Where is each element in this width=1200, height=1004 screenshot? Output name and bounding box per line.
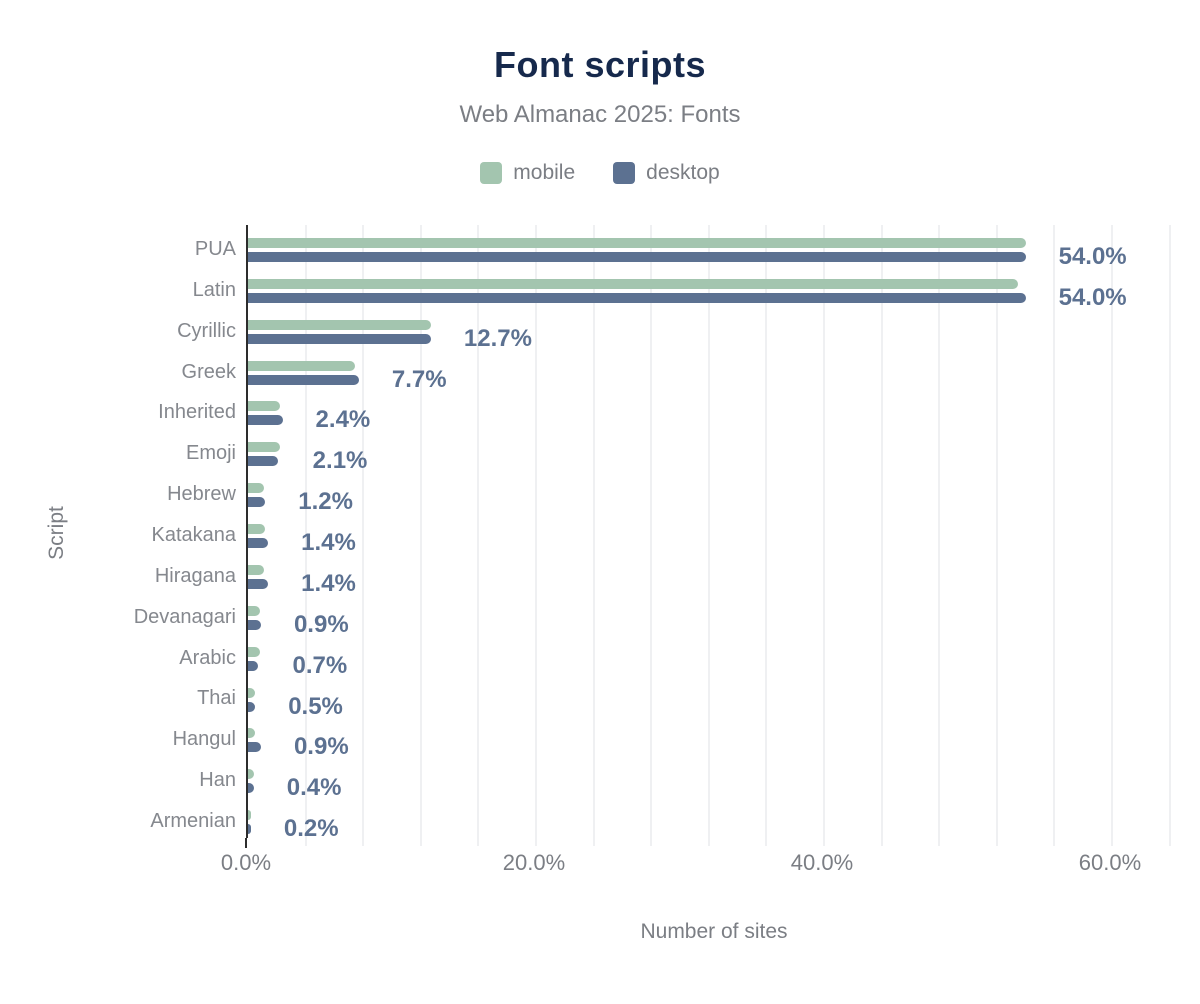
data-label-Hangul: 0.9% bbox=[293, 733, 349, 761]
category-label-Katakana: Katakana bbox=[151, 523, 236, 546]
data-label-Hiragana: 1.4% bbox=[301, 569, 356, 597]
bar-desktop-Latin bbox=[248, 292, 1026, 303]
data-label-Katakana: 1.4% bbox=[301, 529, 356, 557]
data-label-Thai: 0.5% bbox=[288, 692, 343, 720]
minor-gridline bbox=[1111, 225, 1113, 846]
bar-desktop-Greek bbox=[248, 374, 359, 385]
minor-gridline bbox=[535, 225, 537, 846]
legend-label: desktop bbox=[646, 161, 720, 184]
data-label-Devanagari: 0.9% bbox=[293, 610, 349, 638]
bar-desktop-Thai bbox=[248, 701, 256, 712]
category-label-Thai: Thai bbox=[197, 687, 236, 710]
bar-desktop-Emoji bbox=[248, 456, 279, 467]
bar-desktop-Armenian bbox=[248, 824, 251, 835]
category-label-Hangul: Hangul bbox=[172, 728, 236, 751]
minor-gridline bbox=[707, 225, 710, 846]
category-label-Arabic: Arabic bbox=[179, 646, 236, 669]
bar-mobile-Arabic bbox=[248, 646, 260, 657]
legend-label: mobile bbox=[513, 161, 576, 184]
bar-desktop-Devanagari bbox=[248, 619, 261, 630]
minor-gridline bbox=[995, 225, 998, 846]
plot-area: 54.0% 54.0% 12.7% 7.7% 2.4% 2.1% 1.2% 1.4% 1.4% 0… bbox=[246, 225, 1184, 846]
category-label-Armenian: Armenian bbox=[150, 809, 236, 832]
minor-gridline bbox=[477, 225, 480, 846]
bar-mobile-Emoji bbox=[248, 442, 280, 453]
bar-mobile-Han bbox=[248, 769, 254, 780]
x-axis-zero-tick bbox=[245, 838, 247, 848]
legend-item-mobile[interactable]: mobile bbox=[480, 161, 575, 185]
chart-title: Font scripts bbox=[493, 44, 706, 85]
legend-swatch-mobile bbox=[480, 162, 503, 184]
bar-mobile-Armenian bbox=[248, 810, 251, 821]
category-label-Emoji: Emoji bbox=[185, 442, 236, 465]
bar-desktop-Arabic bbox=[248, 660, 259, 671]
category-label-PUA: PUA bbox=[194, 237, 236, 260]
category-label-Han: Han bbox=[199, 769, 236, 792]
bar-desktop-PUA bbox=[248, 252, 1026, 262]
minor-gridline bbox=[938, 225, 941, 846]
chart-subtitle: Web Almanac 2025: Fonts bbox=[459, 101, 741, 128]
data-label-Hebrew: 1.2% bbox=[298, 488, 353, 516]
data-label-Inherited: 2.4% bbox=[315, 406, 371, 434]
x-tick-20.0%: 20.0% bbox=[502, 850, 566, 875]
bar-desktop-Hangul bbox=[248, 742, 261, 753]
minor-gridline bbox=[304, 225, 307, 846]
bar-mobile-Hangul bbox=[248, 728, 256, 739]
bar-mobile-Thai bbox=[248, 687, 256, 698]
data-label-Latin: 54.0% bbox=[1058, 283, 1127, 311]
minor-gridline bbox=[650, 225, 653, 846]
bar-mobile-Greek bbox=[248, 360, 355, 371]
minor-gridline bbox=[880, 225, 883, 846]
bar-desktop-Hiragana bbox=[248, 578, 269, 589]
data-label-Emoji: 2.1% bbox=[312, 447, 368, 475]
legend-item-desktop[interactable]: desktop bbox=[613, 161, 720, 185]
bar-mobile-PUA bbox=[248, 238, 1026, 248]
category-label-Devanagari: Devanagari bbox=[133, 605, 236, 628]
data-label-PUA: 54.0% bbox=[1058, 243, 1127, 270]
bar-mobile-Devanagari bbox=[248, 605, 260, 616]
x-tick-40.0%: 40.0% bbox=[790, 850, 854, 875]
data-label-Cyrillic: 12.7% bbox=[463, 324, 532, 352]
bar-desktop-Han bbox=[248, 783, 254, 794]
data-label-Greek: 7.7% bbox=[391, 365, 447, 393]
category-label-Cyrillic: Cyrillic bbox=[177, 319, 236, 342]
bar-mobile-Katakana bbox=[248, 524, 266, 535]
bar-desktop-Katakana bbox=[248, 538, 269, 549]
legend: mobile desktop bbox=[0, 161, 1200, 185]
category-label-Hiragana: Hiragana bbox=[154, 564, 236, 587]
bar-mobile-Inherited bbox=[248, 401, 280, 412]
category-label-Inherited: Inherited bbox=[158, 401, 236, 424]
minor-gridline bbox=[419, 225, 422, 846]
minor-gridline bbox=[1053, 225, 1056, 846]
category-label-Latin: Latin bbox=[192, 278, 236, 301]
y-axis-category-labels: PUA Latin Cyrillic Greek Inherited Emoji Hebre… bbox=[0, 229, 236, 842]
minor-gridline bbox=[1168, 225, 1171, 846]
minor-gridline bbox=[592, 225, 595, 846]
minor-gridline bbox=[823, 225, 825, 846]
category-label-Hebrew: Hebrew bbox=[167, 483, 236, 506]
x-tick-0.0%: 0.0% bbox=[220, 850, 272, 875]
x-tick-60.0%: 60.0% bbox=[1078, 850, 1142, 875]
legend-swatch-desktop bbox=[613, 162, 636, 184]
bar-mobile-Latin bbox=[248, 278, 1019, 289]
bar-mobile-Hiragana bbox=[248, 564, 264, 575]
data-label-Armenian: 0.2% bbox=[283, 815, 339, 843]
data-label-Arabic: 0.7% bbox=[292, 651, 348, 679]
x-axis-title: Number of sites bbox=[640, 920, 788, 943]
bar-mobile-Cyrillic bbox=[248, 319, 431, 330]
bar-mobile-Hebrew bbox=[248, 483, 264, 494]
bar-desktop-Cyrillic bbox=[248, 333, 431, 344]
category-label-Greek: Greek bbox=[181, 360, 236, 383]
data-label-Han: 0.4% bbox=[286, 774, 342, 802]
bar-desktop-Inherited bbox=[248, 415, 283, 426]
minor-gridline bbox=[765, 225, 768, 846]
minor-gridline bbox=[362, 225, 365, 846]
bar-desktop-Hebrew bbox=[248, 497, 266, 508]
